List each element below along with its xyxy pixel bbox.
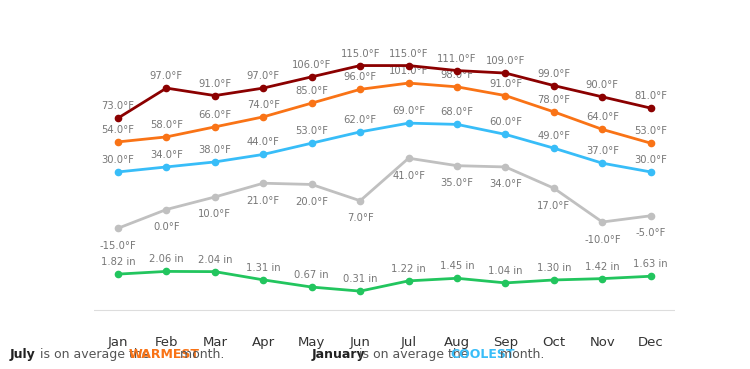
Text: 53.0°F: 53.0°F: [634, 126, 668, 136]
Text: 85.0°F: 85.0°F: [296, 86, 328, 96]
Text: 62.0°F: 62.0°F: [344, 115, 376, 125]
Text: 44.0°F: 44.0°F: [247, 138, 280, 148]
Text: 1.45 in: 1.45 in: [440, 261, 474, 271]
Text: 0.31 in: 0.31 in: [343, 274, 377, 284]
Text: 1.42 in: 1.42 in: [585, 262, 620, 272]
Text: 109.0°F: 109.0°F: [486, 56, 525, 66]
Text: 10.0°F: 10.0°F: [198, 210, 231, 220]
Text: 69.0°F: 69.0°F: [392, 106, 425, 116]
Text: 58.0°F: 58.0°F: [150, 120, 183, 130]
Text: 30.0°F: 30.0°F: [634, 155, 668, 165]
Text: 1.22 in: 1.22 in: [392, 264, 426, 274]
Text: 37.0°F: 37.0°F: [586, 146, 619, 156]
Text: January: January: [311, 348, 364, 361]
Text: 97.0°F: 97.0°F: [247, 71, 280, 81]
Text: 34.0°F: 34.0°F: [489, 179, 522, 189]
Text: month.: month.: [176, 348, 223, 361]
Text: 0.67 in: 0.67 in: [295, 270, 329, 280]
Text: 91.0°F: 91.0°F: [489, 79, 522, 89]
Text: 2.06 in: 2.06 in: [149, 255, 184, 265]
Text: 21.0°F: 21.0°F: [247, 196, 280, 206]
Text: 20.0°F: 20.0°F: [296, 197, 328, 207]
Text: 96.0°F: 96.0°F: [344, 72, 376, 82]
Text: 66.0°F: 66.0°F: [198, 110, 232, 120]
Text: 38.0°F: 38.0°F: [199, 145, 231, 155]
Text: -10.0°F: -10.0°F: [584, 235, 621, 245]
Text: 1.82 in: 1.82 in: [100, 257, 135, 267]
Text: COOLEST: COOLEST: [450, 348, 514, 361]
Text: 115.0°F: 115.0°F: [388, 49, 428, 59]
Text: 101.0°F: 101.0°F: [389, 66, 428, 76]
Text: 97.0°F: 97.0°F: [150, 71, 183, 81]
Text: 41.0°F: 41.0°F: [392, 171, 425, 181]
Text: 78.0°F: 78.0°F: [538, 95, 571, 105]
Text: WARMEST: WARMEST: [129, 348, 200, 361]
Text: 106.0°F: 106.0°F: [292, 60, 332, 70]
Text: -15.0°F: -15.0°F: [100, 241, 136, 251]
Text: 34.0°F: 34.0°F: [150, 150, 183, 160]
Text: 81.0°F: 81.0°F: [634, 91, 668, 101]
Text: 111.0°F: 111.0°F: [437, 54, 477, 63]
Text: 1.63 in: 1.63 in: [634, 259, 668, 269]
Text: month.: month.: [496, 348, 544, 361]
Text: is on average the: is on average the: [355, 348, 472, 361]
Text: 49.0°F: 49.0°F: [538, 131, 571, 141]
Text: 17.0°F: 17.0°F: [537, 201, 571, 211]
Text: 90.0°F: 90.0°F: [586, 80, 619, 90]
Text: 98.0°F: 98.0°F: [440, 70, 473, 80]
Text: 64.0°F: 64.0°F: [586, 113, 619, 123]
Text: 35.0°F: 35.0°F: [440, 178, 473, 188]
Text: 53.0°F: 53.0°F: [296, 126, 328, 136]
Text: July: July: [10, 348, 35, 361]
Text: 7.0°F: 7.0°F: [346, 213, 374, 223]
Text: is on average the: is on average the: [36, 348, 154, 361]
Text: 68.0°F: 68.0°F: [440, 107, 473, 117]
Text: 30.0°F: 30.0°F: [101, 155, 134, 165]
Text: 91.0°F: 91.0°F: [198, 79, 232, 89]
Text: 99.0°F: 99.0°F: [537, 69, 571, 79]
Text: 74.0°F: 74.0°F: [247, 100, 280, 110]
Text: 115.0°F: 115.0°F: [340, 49, 380, 59]
Text: -5.0°F: -5.0°F: [635, 228, 666, 238]
Text: 1.30 in: 1.30 in: [537, 263, 572, 273]
Text: 54.0°F: 54.0°F: [101, 125, 134, 135]
Text: 73.0°F: 73.0°F: [101, 101, 134, 111]
Text: 0.0°F: 0.0°F: [153, 222, 180, 232]
Text: 60.0°F: 60.0°F: [489, 117, 522, 127]
Text: 1.04 in: 1.04 in: [488, 266, 523, 276]
Text: 1.31 in: 1.31 in: [246, 263, 280, 273]
Text: 2.04 in: 2.04 in: [197, 255, 232, 265]
